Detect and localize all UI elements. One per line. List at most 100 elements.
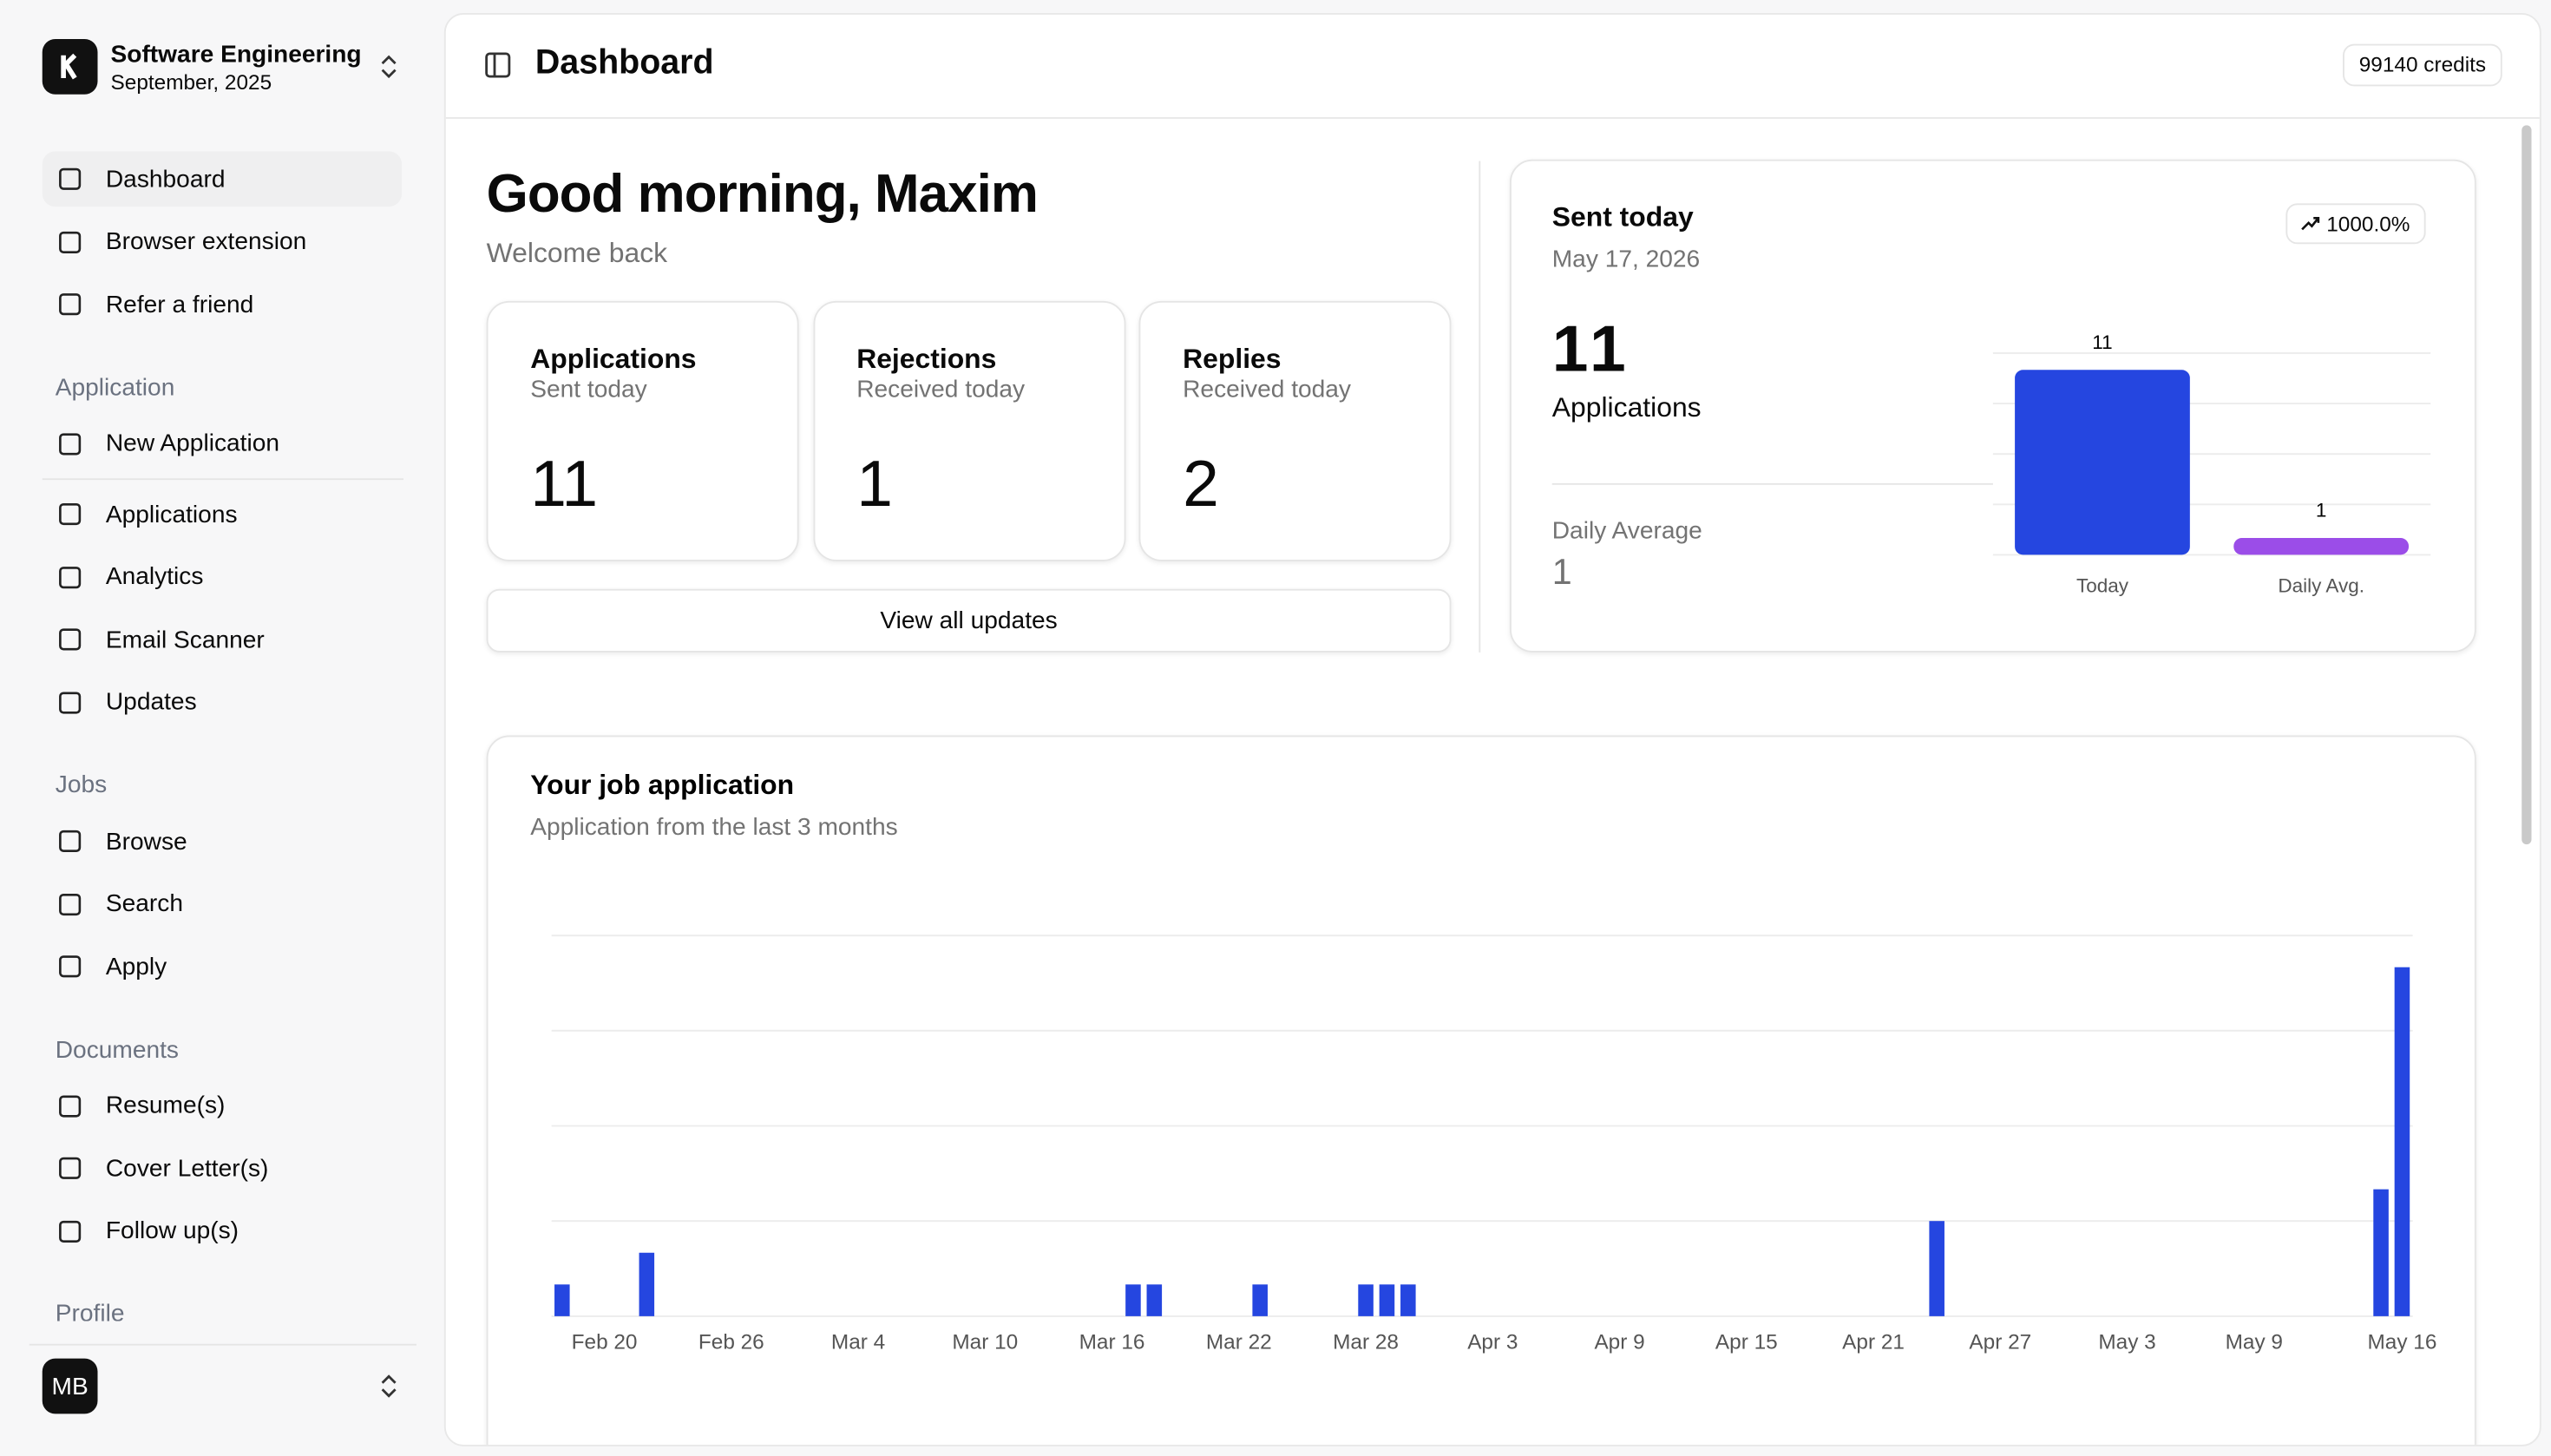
nav-label: Applications — [105, 500, 238, 528]
x-tick-label: Apr 9 — [1594, 1330, 1644, 1354]
bar — [2015, 370, 2190, 555]
icon-shape — [59, 293, 82, 316]
nav-item[interactable]: Search — [43, 876, 402, 932]
nav-item[interactable]: New Application — [43, 416, 402, 471]
nav-section-title: Documents — [55, 1035, 180, 1064]
bar — [639, 1252, 655, 1316]
nav-icon — [59, 893, 82, 915]
nav-icon — [59, 293, 82, 316]
nav-label: Follow up(s) — [105, 1217, 239, 1245]
sent-today-card: Sent today May 17, 2026 1000.0% 11 Appli… — [1510, 159, 2476, 653]
card-title: Sent today — [1551, 201, 1694, 233]
avatar[interactable]: MB — [42, 1358, 98, 1414]
bar — [1358, 1284, 1374, 1316]
nav-item[interactable]: Follow up(s) — [43, 1203, 402, 1259]
nav-item[interactable]: Dashboard — [42, 151, 403, 207]
icon-shape — [59, 1219, 82, 1242]
bar — [1929, 1221, 1944, 1316]
bar — [2373, 1189, 2389, 1316]
charts: Today 11 Daily Avg. 1 Your job application Ap… — [530, 331, 2436, 1354]
scrollbar[interactable] — [2521, 125, 2532, 845]
nav-icon — [59, 955, 82, 978]
x-tick-label: Daily Avg. — [2278, 575, 2364, 597]
trend-icon — [2301, 216, 2320, 231]
nav-item[interactable]: Cover Letter(s) — [43, 1140, 402, 1196]
nav-item[interactable]: Applications — [43, 487, 402, 542]
x-tick-label: May 9 — [2226, 1330, 2283, 1354]
nav-item[interactable]: Browser extension — [43, 214, 402, 270]
nav-item[interactable]: Browse — [43, 814, 402, 869]
nav-item[interactable]: Analytics — [43, 549, 402, 605]
stat-value: 2 — [1183, 449, 1219, 521]
user-menu-icon[interactable] — [376, 1374, 402, 1400]
bar — [1146, 1284, 1163, 1316]
icon-shape — [59, 830, 82, 852]
icon-shape — [59, 230, 82, 253]
chart-subtitle: Application from the last 3 months — [530, 813, 897, 840]
nav-icon — [59, 628, 82, 651]
nav-section-title: Application — [55, 373, 175, 402]
nav-label: Refer a friend — [105, 290, 254, 318]
card-date: May 17, 2026 — [1551, 246, 1701, 273]
bar — [1252, 1284, 1268, 1316]
bar — [1125, 1284, 1141, 1316]
job-chart-card — [486, 735, 2476, 1445]
nav-label: Email Scanner — [105, 625, 265, 653]
logo[interactable] — [42, 39, 98, 95]
x-tick-label: Apr 27 — [1969, 1330, 2031, 1354]
view-all-button[interactable]: View all updates — [486, 588, 1452, 653]
nav-item[interactable]: Apply — [43, 939, 402, 994]
nav-item[interactable]: Refer a friend — [43, 277, 402, 332]
stat-title: Applications — [530, 343, 697, 375]
stat-subtitle: Received today — [1183, 376, 1352, 403]
nav-label: Cover Letter(s) — [105, 1154, 269, 1183]
nav-icon — [59, 432, 82, 455]
icon-shape — [59, 502, 82, 526]
nav-section-title: Profile — [55, 1300, 125, 1322]
nav-icon — [59, 1157, 82, 1179]
nav-label: Search — [105, 889, 183, 918]
nav-icon — [59, 566, 82, 588]
nav-label: Updates — [105, 688, 197, 716]
x-tick-label: Feb 26 — [698, 1330, 764, 1354]
avg-label: Daily Average — [1551, 517, 1702, 546]
stat-card: Applications Sent today 11 — [486, 300, 799, 561]
divider — [1479, 161, 1481, 653]
sidebar-toggle[interactable] — [483, 50, 513, 80]
greeting-subtitle: Welcome back — [486, 237, 668, 269]
stat-subtitle: Received today — [856, 376, 1026, 403]
nav-item[interactable]: Updates — [43, 674, 402, 730]
bar — [2394, 967, 2410, 1316]
bar — [554, 1284, 570, 1316]
workspace-name[interactable]: Software Engineering — [110, 40, 362, 69]
stat-card: Replies Received today 2 — [1138, 300, 1452, 561]
greeting-title: Good morning, Maxim — [486, 162, 1039, 223]
divider — [29, 1343, 416, 1346]
nav-label: Apply — [105, 952, 167, 981]
nav-divider — [42, 477, 403, 480]
nav-label: New Application — [105, 430, 280, 457]
switcher-icon[interactable] — [376, 54, 402, 80]
x-tick-label: Mar 4 — [831, 1330, 885, 1354]
stat-subtitle: Sent today — [530, 376, 647, 403]
icon-shape — [59, 167, 82, 190]
data-label: 11 — [2092, 331, 2112, 353]
nav-icon — [59, 1219, 82, 1242]
x-tick-label: Feb 20 — [572, 1330, 638, 1354]
divider — [1551, 482, 1993, 485]
nav-icon — [59, 502, 82, 526]
nav-icon — [59, 830, 82, 852]
nav-item[interactable]: Email Scanner — [43, 612, 402, 667]
main-panel: Dashboard 99140 credits Good morning, Ma… — [443, 13, 2541, 1446]
chart-title: Your job application — [530, 769, 794, 800]
x-tick-label: Today — [2076, 575, 2129, 597]
icon-shape — [59, 1157, 82, 1179]
x-tick-label: May 16 — [2367, 1330, 2436, 1354]
x-tick-label: May 3 — [2098, 1330, 2155, 1354]
nav-item[interactable]: Resume(s) — [43, 1078, 402, 1133]
x-tick-label: Apr 15 — [1715, 1330, 1778, 1354]
data-label: 1 — [2316, 500, 2327, 521]
icon-shape — [59, 955, 82, 978]
